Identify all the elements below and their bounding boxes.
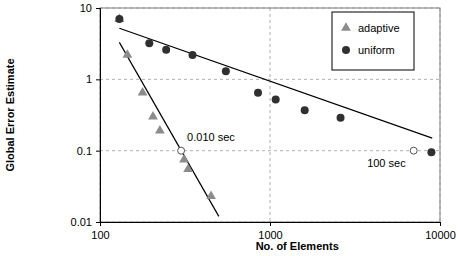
y-tick-mark	[96, 8, 100, 9]
y-axis-title: Global Error Estimate	[4, 58, 16, 171]
y-tick-mark	[96, 222, 100, 223]
x-tick-label: 10000	[425, 229, 456, 241]
point	[188, 51, 196, 59]
point	[148, 111, 158, 119]
y-tick-label: 0.01	[71, 216, 92, 228]
chart: 100 1000 10000 0.01 0.1 1 10 0.010 sec 100 sec ad…	[0, 0, 458, 256]
point	[123, 49, 133, 57]
grid-line	[100, 150, 440, 151]
legend-marker	[342, 46, 350, 54]
y-tick-label: 1	[86, 73, 92, 85]
x-tick: 10000	[425, 222, 456, 241]
point	[145, 39, 153, 47]
trend-line	[119, 28, 432, 138]
point	[254, 89, 262, 97]
x-axis-title: No. of Elements	[256, 240, 339, 252]
y-tick: 0.01	[71, 216, 100, 228]
trend-line	[119, 42, 218, 216]
x-axis: 100 1000 10000	[91, 222, 455, 241]
plot: 100 1000 10000 0.01 0.1 1 10 0.010 sec 100 sec ad…	[71, 2, 456, 241]
y-axis: 0.01 0.1 1 10	[71, 2, 101, 228]
legend-label: adaptive	[358, 22, 400, 34]
legend: adaptive uniform	[332, 12, 414, 70]
point	[206, 191, 216, 199]
point	[162, 46, 170, 54]
y-tick: 10	[80, 2, 100, 14]
grid	[100, 8, 440, 222]
point	[183, 164, 193, 172]
annotation-marker	[410, 147, 417, 154]
point	[337, 114, 345, 122]
annotation-text: 100 sec	[367, 157, 406, 169]
point	[427, 148, 435, 156]
legend-label: uniform	[358, 44, 395, 56]
annotation-text: 0.010 sec	[187, 131, 235, 143]
x-tick-label: 100	[91, 229, 109, 241]
x-axis-line	[101, 223, 441, 227]
point	[155, 125, 165, 133]
legend-box	[332, 12, 414, 70]
marks	[114, 13, 435, 216]
grid-line	[270, 8, 271, 222]
x-tick: 1000	[258, 222, 282, 241]
point	[222, 67, 230, 75]
x-tick: 100	[91, 222, 109, 241]
point	[179, 154, 189, 162]
point	[272, 96, 280, 104]
y-tick-mark	[96, 79, 100, 80]
grid-line	[100, 79, 440, 80]
y-tick-label: 10	[80, 2, 92, 14]
x-tick-mark	[270, 222, 271, 226]
annotation-marker	[178, 147, 185, 154]
y-tick-label: 0.1	[77, 145, 92, 157]
y-tick: 0.1	[77, 145, 100, 157]
y-tick: 1	[86, 73, 100, 85]
y-tick-mark	[96, 151, 100, 152]
y-axis-line	[96, 9, 101, 223]
x-tick-mark	[440, 222, 441, 226]
legend-marker	[341, 22, 351, 30]
plot-frame	[100, 8, 440, 222]
point	[115, 15, 123, 23]
point	[138, 87, 148, 95]
point	[301, 106, 309, 114]
